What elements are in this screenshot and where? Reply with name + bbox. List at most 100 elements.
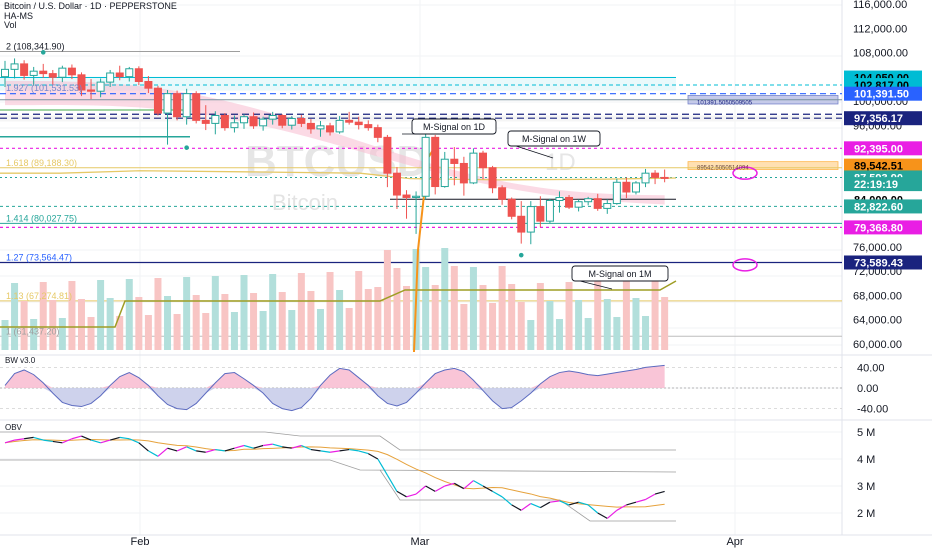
candle[interactable] [182, 88, 191, 125]
candle[interactable] [584, 196, 593, 206]
candle[interactable] [488, 165, 497, 194]
candle[interactable] [545, 198, 554, 224]
candle[interactable] [201, 105, 210, 131]
candle[interactable] [87, 79, 96, 100]
price-tag-label[interactable]: 92,395.00 [854, 143, 903, 155]
candle[interactable] [354, 116, 363, 130]
candle[interactable] [173, 90, 182, 121]
price-tag-box[interactable] [844, 220, 922, 235]
price-tag-label[interactable]: 82,822.60 [854, 201, 903, 213]
price-tag-box[interactable] [844, 255, 922, 270]
candle[interactable] [412, 191, 421, 234]
candle[interactable] [259, 116, 268, 131]
candle[interactable] [631, 181, 640, 195]
candle[interactable] [536, 196, 545, 228]
bw-pane[interactable]: BW v3.0 [0, 356, 842, 412]
candle[interactable] [48, 69, 57, 85]
obv-pane[interactable]: OBV [0, 423, 677, 522]
candle[interactable] [459, 156, 468, 196]
price-tag-label[interactable]: 22:19:19 [854, 179, 898, 191]
candle[interactable] [115, 65, 124, 81]
price-tag-label[interactable]: 101,391.50 [854, 89, 909, 101]
price-tag-box[interactable] [844, 86, 922, 101]
candle[interactable] [1, 60, 9, 87]
candle[interactable] [622, 177, 631, 199]
callout-msignal-1d[interactable]: M-Signal on 1D [402, 118, 497, 135]
candle[interactable] [220, 113, 229, 131]
candle[interactable] [297, 114, 306, 128]
price-tag-label[interactable]: 73,589.43 [854, 257, 903, 269]
callouts-layer[interactable]: M-Signal on 1D M-Signal on 1W M-Signal on … [402, 100, 753, 290]
candle[interactable] [431, 134, 440, 195]
candle[interactable] [240, 114, 248, 129]
candle[interactable] [651, 170, 660, 185]
candle[interactable] [565, 195, 574, 209]
candle[interactable] [345, 111, 354, 125]
candle[interactable] [316, 120, 325, 137]
candle[interactable] [96, 78, 105, 98]
candle[interactable] [134, 66, 143, 86]
price-tag-label[interactable]: 79,368.80 [854, 222, 903, 234]
candle[interactable] [593, 193, 602, 211]
candle[interactable] [383, 134, 392, 188]
candle[interactable] [507, 197, 516, 220]
candles-layer[interactable] [1, 50, 669, 258]
candle[interactable] [39, 63, 48, 78]
candle[interactable] [517, 201, 526, 244]
candle[interactable] [106, 69, 115, 87]
candle[interactable] [326, 122, 335, 136]
candle[interactable] [306, 119, 315, 134]
price-tag-box[interactable] [844, 111, 922, 126]
candle[interactable] [20, 60, 29, 80]
candle[interactable] [364, 120, 373, 131]
candle[interactable] [268, 111, 277, 125]
candle[interactable] [603, 199, 612, 214]
callout-msignal-1m[interactable]: M-Signal on 1M [571, 265, 669, 290]
candle[interactable] [211, 111, 220, 135]
chart-legend[interactable]: Bitcoin / U.S. Dollar · 1D · PEPPERSTONE… [4, 1, 177, 31]
callout-msignal-1w[interactable]: M-Signal on 1W [507, 130, 601, 159]
candle[interactable] [526, 201, 535, 245]
candle[interactable] [498, 185, 507, 205]
price-tag-box[interactable] [844, 141, 922, 156]
price-tag-box[interactable] [844, 199, 922, 214]
candle[interactable] [392, 167, 401, 209]
indicator-volume[interactable]: Vol [4, 20, 17, 30]
price-tag-label[interactable]: 97,356.17 [854, 113, 903, 125]
candle[interactable] [335, 116, 344, 134]
price-axis[interactable]: 116,000.00112,000.00108,000.00100,000.00… [843, 0, 923, 520]
candle[interactable] [144, 76, 153, 94]
candle[interactable] [373, 124, 382, 143]
candle[interactable] [641, 168, 650, 188]
candle[interactable] [153, 85, 162, 116]
indicator-ha-ms[interactable]: HA-MS [4, 10, 33, 21]
price-tag-box[interactable] [844, 158, 922, 173]
price-tag-label[interactable]: 89,542.51 [854, 161, 903, 173]
candle[interactable] [612, 178, 621, 205]
candle[interactable] [192, 91, 201, 124]
time-axis[interactable]: Feb Mar Apr [131, 536, 744, 548]
candle[interactable] [421, 133, 430, 200]
candle[interactable] [440, 151, 449, 188]
candle[interactable] [10, 58, 19, 79]
candle[interactable] [230, 115, 239, 133]
candle[interactable] [58, 65, 67, 83]
candle[interactable] [278, 114, 287, 129]
candle[interactable] [125, 66, 134, 82]
candle[interactable] [479, 150, 487, 180]
candle[interactable] [163, 90, 172, 145]
candle[interactable] [29, 66, 38, 86]
candle[interactable] [555, 191, 564, 213]
symbol-title[interactable]: Bitcoin / U.S. Dollar · 1D · PEPPERSTONE [4, 1, 177, 11]
candle[interactable] [287, 116, 296, 130]
candle[interactable] [450, 147, 459, 186]
candle[interactable] [77, 72, 86, 97]
candle[interactable] [469, 148, 478, 185]
candle[interactable] [249, 112, 258, 129]
candle[interactable] [660, 169, 669, 183]
price-tag-box[interactable] [844, 177, 922, 192]
candle[interactable] [574, 199, 583, 212]
candle[interactable] [67, 64, 76, 80]
